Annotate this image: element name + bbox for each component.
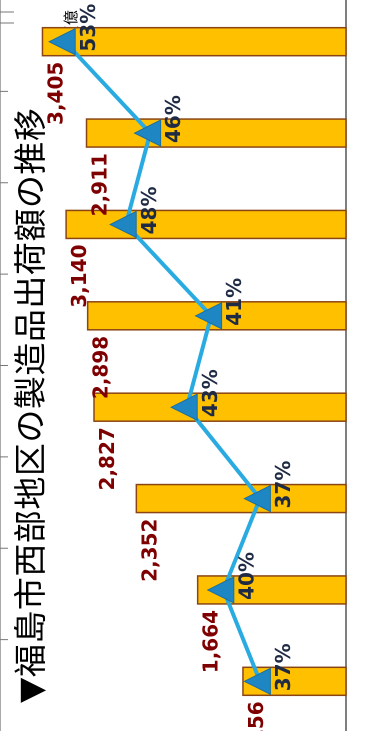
bar-4 [93,392,347,422]
percent-label-6: 48% [137,187,161,235]
value-label-2: 1,664 [199,610,223,673]
value-label-5: 2,898 [89,336,113,399]
ratio-marker-2 [206,576,235,604]
percent-label-7: 46% [161,95,185,143]
value-label-6: 3,140 [67,244,91,307]
percent-label-1: 37% [271,643,295,691]
bar-2 [196,575,347,605]
percent-label-4: 43% [198,369,222,417]
value-label-3: 2,352 [137,519,161,582]
ratio-marker-6 [109,210,137,239]
percent-label-5: 41% [222,278,246,326]
percent-label-2: 40% [234,552,258,600]
bar-3 [135,483,347,514]
percent-label-8: 53% [76,4,100,52]
ratio-marker-5 [194,302,223,330]
value-label-1: 1,156 [244,701,268,731]
bar-7 [85,118,347,148]
ratio-marker-3 [243,484,271,513]
value-label-4: 2,827 [95,427,119,490]
ratio-marker-1 [243,667,271,696]
ratio-marker-7 [133,119,162,147]
bar-8 [41,26,347,57]
ratio-marker-8 [48,27,76,56]
percent-label-3: 37% [271,461,295,509]
ratio-marker-4 [170,393,198,421]
value-label-8: 3,405 [43,62,67,125]
value-label-7: 2,911 [88,153,112,216]
ratio-line [63,40,262,683]
